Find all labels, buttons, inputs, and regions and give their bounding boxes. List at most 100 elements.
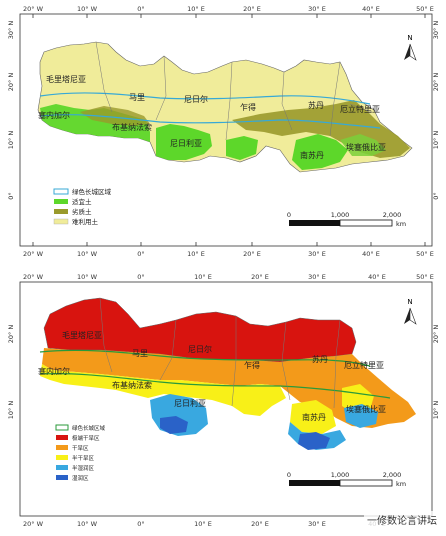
legend-swatch	[53, 188, 69, 195]
scale-bar: 0 1,000 2,000 km	[287, 471, 406, 488]
legend-label: 极端干旱区	[72, 434, 100, 442]
lon-tick-label: 20° E	[251, 520, 269, 528]
country-label: 南苏丹	[300, 150, 324, 160]
lon-tick-label: 30° E	[308, 5, 326, 13]
lon-tick-label: 10° E	[187, 5, 205, 13]
legend-label: 湿润区	[72, 474, 89, 482]
aridity-zone-map: 20° W 10° W 0° 10° E 20° E 30° E 40° E 5…	[7, 273, 440, 528]
legend-swatch	[56, 445, 68, 450]
lat-tick-label: 30° N	[432, 21, 440, 40]
lon-tick-label: 30° E	[308, 250, 326, 258]
lon-tick-label: 0°	[137, 520, 144, 528]
suitable-soil-area	[292, 134, 348, 170]
svg-text:0: 0	[287, 211, 291, 219]
humid-zone	[298, 432, 330, 450]
country-label: 毛里塔尼亚	[62, 330, 102, 340]
north-arrow-icon: N	[404, 298, 417, 325]
north-arrow-icon: N	[404, 34, 417, 61]
lon-tick-label: 30° E	[308, 520, 326, 528]
country-label: 毛里塔尼亚	[46, 74, 86, 84]
lon-tick-label: 50° E	[416, 5, 434, 13]
lon-tick-label: 50° E	[416, 273, 434, 281]
country-label: 塞内加尔	[38, 366, 70, 376]
lon-tick-label: 10° E	[194, 273, 212, 281]
legend-swatch	[56, 455, 68, 460]
lat-tick-label: 20° N	[7, 73, 15, 92]
svg-text:N: N	[407, 34, 412, 42]
country-label: 埃塞俄比亚	[346, 142, 386, 152]
legend-swatch	[54, 199, 68, 204]
lon-tick-label: 40° E	[362, 250, 380, 258]
country-label: 尼日尔	[188, 344, 212, 354]
lon-tick-label: 20° W	[23, 520, 44, 528]
lon-tick-label: 20° E	[243, 5, 261, 13]
lat-tick-label: 0°	[432, 192, 440, 199]
lon-tick-marks	[32, 14, 426, 246]
lon-tick-label: 20° E	[243, 250, 261, 258]
legend-label: 劣质土	[72, 207, 92, 216]
lon-tick-label: 10° W	[77, 250, 98, 258]
legend: 绿色长城区域 极端干旱区 干旱区 半干旱区 半湿润区 湿润区	[55, 424, 106, 482]
country-label: 布基纳法索	[112, 380, 152, 390]
lon-tick-label: 40° E	[362, 5, 380, 13]
great-green-wall-corridor	[39, 373, 391, 399]
soil-suitability-map: 20° W 10° W 0° 10° E 20° E 30° E 40° E 5…	[7, 5, 440, 258]
lon-tick-label: 20° W	[23, 273, 44, 281]
lat-tick-label: 30° N	[7, 21, 15, 40]
lon-tick-label: 20° W	[23, 250, 44, 258]
country-label: 苏丹	[312, 354, 328, 364]
country-label: 马里	[132, 349, 148, 358]
legend-swatch	[55, 424, 69, 431]
great-green-wall-corridor	[39, 114, 381, 129]
lon-tick-label: 10° W	[77, 5, 98, 13]
lon-tick-label: 20° W	[23, 5, 44, 13]
svg-text:0: 0	[287, 471, 291, 479]
lat-tick-label: 10° N	[7, 401, 15, 420]
lon-tick-label: 0°	[137, 5, 144, 13]
country-label: 埃塞俄比亚	[346, 404, 386, 414]
scale-bar: 0 1,000 2,000 km	[287, 211, 406, 228]
lon-tick-label: 10° E	[187, 250, 205, 258]
country-label: 尼日尔	[184, 94, 208, 104]
lat-tick-label: 10° N	[7, 131, 15, 150]
legend-swatch	[53, 218, 69, 225]
lon-tick-label: 30° E	[308, 273, 326, 281]
semi-arid-zone	[40, 364, 286, 416]
great-green-wall-corridor	[39, 349, 371, 367]
aridity-zone-map-panel: 20° W 10° W 0° 10° E 20° E 30° E 40° E 5…	[0, 268, 446, 532]
svg-text:N: N	[407, 298, 412, 306]
lat-tick-label: 20° N	[432, 325, 440, 344]
legend-swatch	[54, 209, 68, 214]
country-label: 布基纳法索	[112, 122, 152, 132]
watermark: 一修数论言讲坛	[364, 511, 440, 528]
legend-label: 绿色长城区域	[72, 187, 112, 196]
legend-swatch	[56, 435, 68, 440]
lat-tick-label: 0°	[7, 192, 15, 199]
country-label: 苏丹	[308, 100, 324, 110]
country-label: 南苏丹	[302, 412, 326, 422]
suitable-soil-area	[340, 134, 386, 156]
lon-tick-label: 0°	[137, 273, 144, 281]
lon-tick-label: 10° W	[77, 520, 98, 528]
svg-text:km: km	[396, 220, 406, 228]
lat-tick-label: 20° N	[7, 325, 15, 344]
lat-tick-label: 10° N	[432, 131, 440, 150]
country-label: 尼日利亚	[170, 138, 202, 148]
country-borders	[99, 297, 341, 409]
legend-label: 绿色长城区域	[72, 424, 106, 432]
country-borders	[95, 41, 373, 141]
lon-tick-label: 10° E	[194, 520, 212, 528]
country-label: 马里	[129, 93, 145, 102]
lon-tick-label: 10° W	[77, 273, 98, 281]
country-label: 塞内加尔	[38, 110, 70, 120]
country-label: 乍得	[240, 102, 256, 112]
legend-label: 半干旱区	[72, 454, 95, 462]
svg-text:2,000: 2,000	[383, 211, 402, 219]
svg-text:1,000: 1,000	[331, 211, 350, 219]
legend-swatch	[56, 465, 68, 470]
lon-tick-label: 0°	[137, 250, 144, 258]
lon-tick-label: 40° E	[368, 273, 386, 281]
country-label: 厄立特里亚	[340, 104, 380, 114]
suitable-soil-area	[226, 136, 258, 160]
legend-label: 干旱区	[72, 445, 89, 452]
